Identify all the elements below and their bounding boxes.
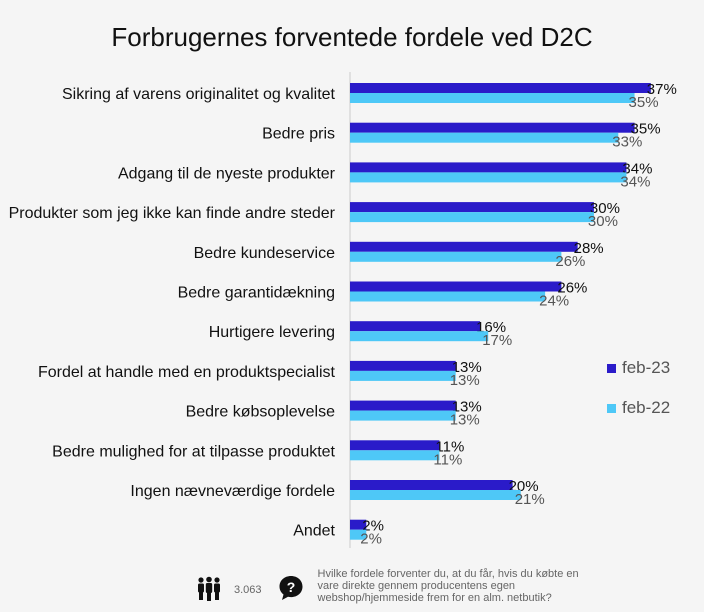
category-label: Bedre garantidækning bbox=[178, 285, 335, 302]
category-label: Produkter som jeg ikke kan finde andre s… bbox=[9, 205, 336, 222]
bar-feb-23 bbox=[350, 400, 456, 411]
data-label-feb-23: 28% bbox=[574, 240, 604, 257]
bar-feb-23 bbox=[350, 202, 594, 213]
bar-feb-22 bbox=[350, 251, 562, 262]
category-label: Bedre købsoplevelse bbox=[186, 404, 336, 421]
question-bubble-icon: ? bbox=[279, 576, 303, 600]
data-label-feb-22: 21% bbox=[515, 491, 545, 508]
bar-feb-22 bbox=[350, 291, 546, 302]
data-label-feb-23: 30% bbox=[590, 200, 620, 217]
bar-feb-22 bbox=[350, 490, 521, 500]
legend-item-feb-22: feb-22 bbox=[607, 398, 670, 418]
chart-title: Forbrugernes forventede fordele ved D2C bbox=[111, 22, 593, 52]
category-label: Hurtigere levering bbox=[209, 324, 335, 341]
data-label-feb-22: 2% bbox=[360, 531, 382, 548]
question-text: Hvilke fordele forventer du, at du får, … bbox=[317, 568, 579, 604]
category-label: Bedre pris bbox=[262, 126, 335, 143]
bar-feb-23 bbox=[350, 480, 513, 490]
category-label: Bedre mulighed for at tilpasse produktet bbox=[52, 443, 335, 460]
svg-text:?: ? bbox=[286, 579, 295, 595]
bar-feb-22 bbox=[350, 132, 619, 143]
bar-feb-23 bbox=[350, 241, 578, 252]
bar-feb-23 bbox=[350, 519, 367, 530]
data-label-feb-22: 33% bbox=[612, 134, 642, 151]
bar-feb-22 bbox=[350, 529, 367, 540]
data-label-feb-22: 17% bbox=[482, 332, 512, 349]
bar-feb-23 bbox=[350, 281, 562, 292]
footer: 3.063 ? Hvilke fordele forventer du, at … bbox=[196, 568, 598, 604]
data-label-feb-22: 13% bbox=[450, 372, 480, 389]
bar-feb-23 bbox=[350, 83, 651, 93]
data-label-feb-22: 35% bbox=[629, 94, 659, 111]
category-label: Bedre kundeservice bbox=[194, 245, 336, 262]
category-label: Fordel at handle med en produktspecialis… bbox=[38, 364, 336, 381]
bar-feb-23 bbox=[350, 321, 481, 332]
people-icon bbox=[198, 576, 220, 601]
legend-swatch bbox=[607, 363, 616, 373]
bar-feb-22 bbox=[350, 370, 456, 381]
bar-feb-22 bbox=[350, 172, 627, 183]
bar-feb-23 bbox=[350, 122, 635, 133]
legend-label: feb-23 bbox=[622, 358, 671, 377]
bar-feb-22 bbox=[350, 450, 440, 461]
legend-item-feb-23: feb-23 bbox=[607, 358, 670, 378]
category-label: Ingen nævneværdige fordele bbox=[130, 483, 335, 500]
bar-feb-22 bbox=[350, 93, 635, 103]
data-label-feb-23: 34% bbox=[622, 160, 652, 177]
data-label-feb-23: 11% bbox=[435, 438, 464, 455]
data-label-feb-23: 2% bbox=[362, 518, 384, 535]
category-label: Adgang til de nyeste produkter bbox=[118, 165, 336, 182]
bar-feb-23 bbox=[350, 440, 440, 451]
category-label: Sikring af varens originalitet og kvalit… bbox=[62, 86, 336, 103]
data-label-feb-23: 35% bbox=[631, 121, 661, 138]
data-label-feb-22: 24% bbox=[539, 293, 569, 310]
legend-label: feb-22 bbox=[622, 398, 671, 417]
data-label-feb-22: 34% bbox=[620, 173, 650, 190]
bar-chart: Sikring af varens originalitet og kvalit… bbox=[9, 72, 677, 548]
bar-feb-22 bbox=[350, 212, 594, 223]
bar-feb-23 bbox=[350, 360, 456, 371]
data-label-feb-22: 30% bbox=[588, 213, 618, 230]
bar-feb-22 bbox=[350, 410, 456, 421]
data-label-feb-22: 13% bbox=[450, 412, 480, 429]
bar-feb-23 bbox=[350, 162, 627, 173]
data-label-feb-23: 37% bbox=[647, 81, 677, 98]
data-label-feb-23: 13% bbox=[452, 359, 482, 376]
category-label: Andet bbox=[293, 523, 335, 540]
data-label-feb-22: 26% bbox=[555, 253, 585, 270]
data-label-feb-23: 26% bbox=[557, 280, 587, 297]
data-label-feb-22: 11% bbox=[433, 451, 462, 468]
bar-feb-22 bbox=[350, 331, 489, 342]
respondent-count: 3.063 bbox=[234, 584, 262, 596]
legend-swatch bbox=[607, 403, 616, 413]
data-label-feb-23: 13% bbox=[452, 399, 482, 416]
